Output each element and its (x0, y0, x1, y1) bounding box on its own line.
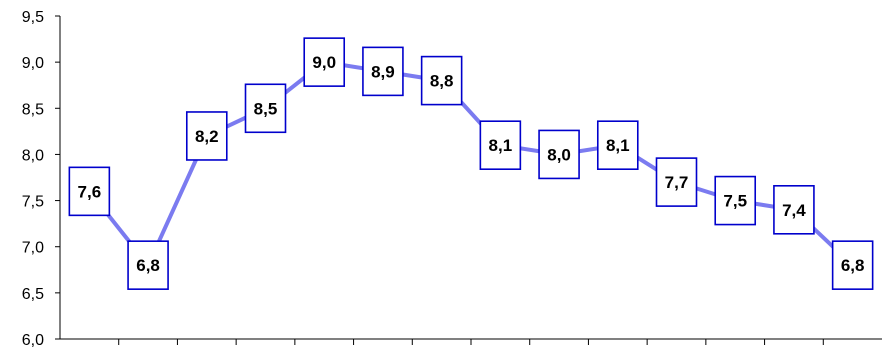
data-label-box (244, 83, 287, 134)
chart-axes (59, 16, 882, 340)
data-label: 6,8 (127, 240, 169, 290)
x-axis-ticks (118, 339, 824, 345)
y-tick-label: 8,0 (22, 147, 44, 164)
y-tick-label: 9,5 (22, 9, 44, 26)
data-label: 7,7 (655, 157, 698, 207)
data-label-box (420, 55, 463, 106)
data-label-box (479, 120, 522, 170)
data-label-text: 7,5 (723, 192, 747, 211)
data-label: 6,8 (831, 240, 874, 290)
y-axis-ticks: 6,0 6,5 7,0 7,5 8,0 8,5 9,0 9,5 (22, 9, 60, 348)
y-tick-label: 6,5 (22, 286, 44, 303)
data-label-box (127, 240, 169, 290)
series-line (87, 60, 854, 268)
data-label-text: 7,7 (665, 173, 689, 192)
data-label-box (538, 129, 580, 180)
data-labels: 7,6 6,8 8,2 8,5 9,0 8,9 8,8 8,1 8,0 8,1 7,7 7,5 7,4 6… (68, 37, 874, 290)
data-label: 7,4 (773, 185, 815, 235)
data-label: 8,5 (244, 83, 287, 134)
data-label-text: 8,0 (547, 145, 571, 164)
data-label-text: 8,5 (254, 99, 278, 118)
data-label-text: 8,9 (371, 62, 395, 81)
data-label-text: 9,0 (312, 53, 336, 72)
data-label-box (831, 240, 874, 290)
y-tick-label: 7,5 (22, 194, 44, 211)
data-label-box (596, 120, 639, 170)
data-label-text: 6,8 (136, 256, 160, 275)
data-label: 8,2 (185, 111, 228, 161)
data-label-text: 7,4 (782, 201, 806, 220)
y-tick-label: 6,0 (22, 332, 44, 348)
data-label: 8,8 (420, 55, 463, 106)
data-label-box (362, 46, 404, 97)
y-tick-label: 8,5 (22, 101, 44, 118)
data-label-box (185, 111, 228, 161)
data-label: 8,0 (538, 129, 580, 180)
data-label-text: 8,1 (606, 136, 630, 155)
data-label-text: 8,2 (195, 127, 219, 146)
data-label: 8,1 (596, 120, 639, 170)
data-label-box (714, 175, 757, 226)
data-label-box (68, 166, 111, 217)
data-label: 7,5 (714, 175, 757, 226)
data-label-box (773, 185, 815, 235)
data-label-text: 6,8 (841, 256, 865, 275)
y-tick-label: 7,0 (22, 240, 44, 257)
data-label: 9,0 (303, 37, 346, 87)
data-label: 7,6 (68, 166, 111, 217)
y-tick-label: 9,0 (22, 55, 44, 72)
data-label: 8,1 (479, 120, 522, 170)
data-label-text: 7,6 (78, 182, 102, 201)
data-label-text: 8,1 (489, 136, 513, 155)
data-label-box (303, 37, 346, 87)
data-label: 8,9 (362, 46, 404, 97)
data-label-text: 8,8 (430, 72, 454, 91)
data-label-box (655, 157, 698, 207)
